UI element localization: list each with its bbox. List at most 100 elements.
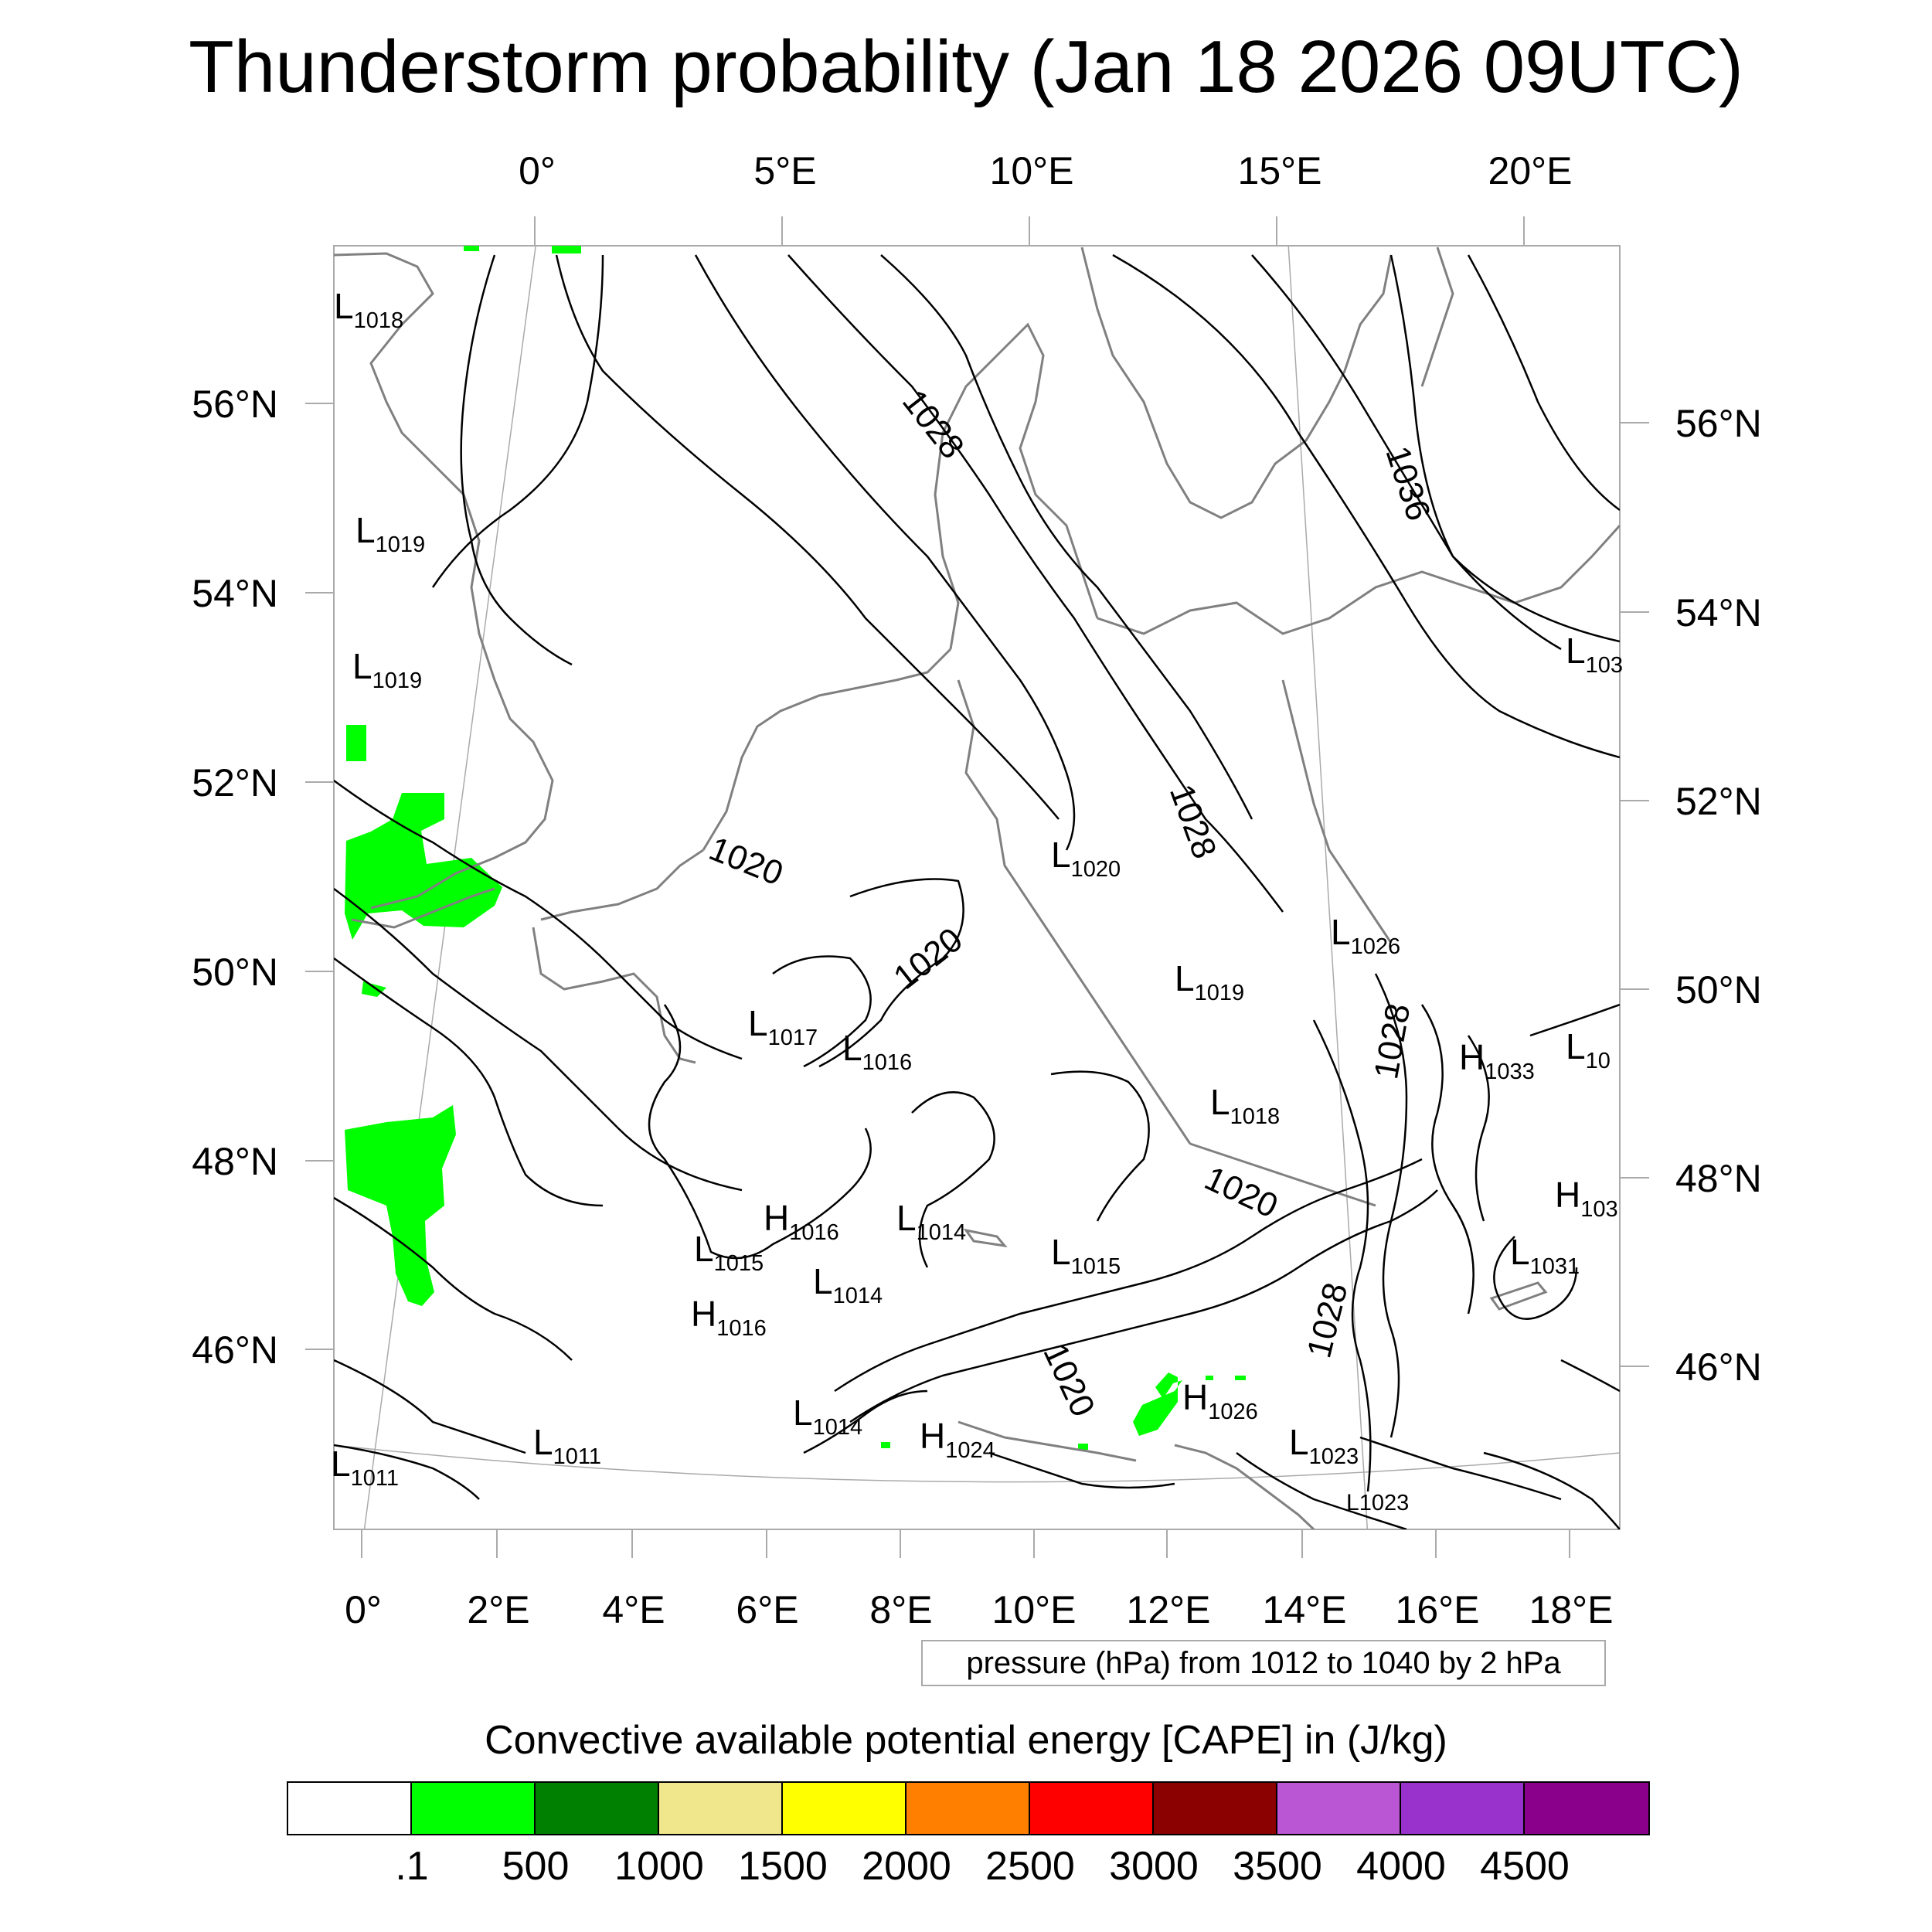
pressure-center: L1011: [533, 1422, 601, 1469]
pressure-center: H1024: [920, 1416, 995, 1463]
coastline-adriatic: [1174, 1444, 1315, 1529]
colorbar-label: 1500: [738, 1844, 828, 1889]
colorbar-swatch: [906, 1783, 1030, 1834]
lon-label-bottom: 14°E: [1263, 1588, 1347, 1631]
lon-label-bottom: 18°E: [1529, 1588, 1614, 1631]
pressure-center: L1019: [352, 646, 422, 693]
lon-label-top: 20°E: [1488, 149, 1573, 192]
pressure-center: H103: [1555, 1175, 1618, 1222]
coastline-sweden-east: [1420, 247, 1454, 387]
isobar: [1236, 1451, 1407, 1529]
lon-label-bottom: 2°E: [467, 1588, 529, 1631]
colorbar-swatch: [1525, 1783, 1648, 1834]
bottom-longitude-labels: 0° 2°E 4°E 6°E 8°E 10°E 12°E 14°E 16°E 1…: [345, 1588, 1613, 1631]
pressure-center: L1026: [1331, 912, 1400, 959]
lat-label-left: 46°N: [192, 1328, 278, 1372]
pressure-center: L1018: [334, 286, 403, 333]
isobars: [334, 253, 1620, 1529]
coastline-baltic: [1097, 524, 1620, 635]
isobar: [911, 1091, 995, 1268]
colorbar-swatch: [783, 1783, 906, 1834]
lon-label-bottom: 12°E: [1127, 1588, 1211, 1631]
pressure-center: L1014: [813, 1261, 883, 1308]
pressure-center: L1017: [748, 1003, 818, 1050]
cape-areas: [345, 246, 1246, 1450]
pressure-center: L1023: [1289, 1422, 1359, 1469]
colorbar-swatch: [288, 1783, 412, 1834]
coastline-channel: [540, 849, 704, 921]
lon-label-top: 15°E: [1238, 149, 1322, 192]
lat-label-right: 52°N: [1675, 780, 1762, 823]
colorbar-label: 2500: [985, 1844, 1075, 1889]
axis-ticks: [305, 216, 1649, 1558]
pressure-center: L1011: [331, 1444, 399, 1491]
colorbar-swatch: [412, 1783, 536, 1834]
isobar: [880, 254, 1253, 820]
isobar: [334, 1444, 480, 1500]
country-border: [957, 679, 1192, 1145]
pressure-center: L1019: [355, 510, 425, 557]
pressure-center: L1020: [1051, 835, 1121, 882]
lon-label-bottom: 10°E: [992, 1588, 1077, 1631]
lat-label-left: 54°N: [192, 572, 278, 615]
colorbar-label: .1: [395, 1844, 429, 1889]
isobar: [1359, 1436, 1562, 1501]
pressure-center: L1031: [1510, 1232, 1580, 1279]
isobar: [1389, 254, 1562, 651]
coastlines: [334, 247, 1620, 1529]
lon-label-bottom: 8°E: [869, 1588, 932, 1631]
colorbar-swatch: [1277, 1783, 1401, 1834]
isobar: [694, 254, 1076, 851]
isobar: [1560, 1359, 1620, 1393]
coastline-lowlands: [702, 648, 952, 851]
isobar: [834, 1158, 1423, 1393]
pressure-centers: L1018 L1019 L1019 L1020 L1026 L1019 L101…: [331, 286, 1623, 1515]
lon-label-bottom: 6°E: [736, 1588, 798, 1631]
pressure-center: L1018: [1210, 1082, 1280, 1129]
pressure-center: L1014: [896, 1198, 966, 1245]
pressure-center: L1016: [842, 1028, 912, 1075]
cape-area: [464, 246, 479, 251]
colorbar-swatch: [536, 1783, 659, 1834]
lat-label-left: 52°N: [192, 761, 278, 804]
colorbar-label: 3500: [1233, 1844, 1322, 1889]
isobar: [1483, 1451, 1620, 1529]
isobar: [1374, 973, 1408, 1438]
lat-label-left: 56°N: [192, 383, 278, 426]
isobar: [1467, 1035, 1490, 1222]
cape-area: [1078, 1444, 1088, 1450]
isobar: [1420, 1004, 1475, 1315]
isobar: [1493, 1236, 1578, 1320]
lon-label-bottom: 0°: [345, 1588, 382, 1631]
lat-label-right: 46°N: [1675, 1345, 1762, 1389]
isobar: [803, 1389, 928, 1454]
pressure-center: H1033: [1459, 1037, 1535, 1084]
colorbar-label: 4500: [1480, 1844, 1570, 1889]
isobar: [334, 1196, 573, 1361]
pressure-center: L1015: [694, 1229, 764, 1276]
cape-area: [345, 1105, 456, 1306]
colorbar-swatch: [659, 1783, 783, 1834]
isobar: [1112, 253, 1620, 759]
cape-area: [881, 1442, 890, 1448]
top-longitude-labels: 0° 5°E 10°E 15°E 20°E: [519, 149, 1572, 192]
cape-area: [1235, 1376, 1246, 1380]
isobar: [555, 254, 1060, 820]
map-title: Thunderstorm probability (Jan 18 2026 09…: [189, 26, 1743, 108]
lake-geneva: [963, 1228, 1008, 1248]
lat-label-right: 54°N: [1675, 591, 1762, 634]
isobar: [334, 779, 743, 1060]
isobar: [818, 878, 964, 1068]
isobar: [772, 955, 872, 1068]
lat-label-left: 50°N: [192, 951, 278, 994]
lon-label-top: 0°: [519, 149, 556, 192]
isobar: [431, 254, 604, 588]
isobar: [460, 254, 573, 666]
lon-label-top: 10°E: [990, 149, 1074, 192]
isobar: [334, 957, 604, 1207]
lon-label-bottom: 16°E: [1396, 1588, 1480, 1631]
right-latitude-labels: 56°N 54°N 52°N 50°N 48°N 46°N: [1675, 402, 1762, 1389]
lon-label-top: 5°E: [753, 149, 816, 192]
pressure-center: L1014: [793, 1393, 862, 1440]
cape-area: [345, 793, 502, 940]
